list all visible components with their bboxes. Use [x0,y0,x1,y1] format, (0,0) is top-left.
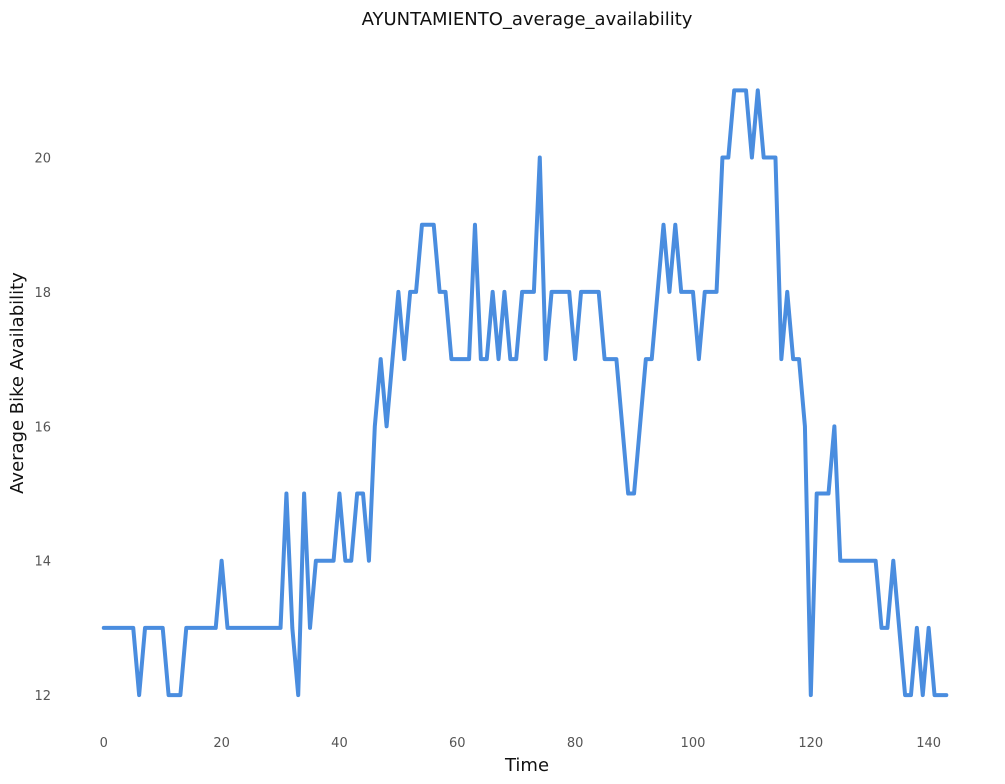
x-tick-label: 60 [449,736,466,751]
x-axis-ticks: 0 20 40 60 80 100 120 140 [100,736,941,751]
y-tick-label: 20 [34,152,51,167]
x-tick-label: 140 [916,736,941,751]
y-tick-label: 14 [34,555,51,570]
x-tick-label: 20 [213,736,230,751]
y-tick-label: 12 [34,689,51,704]
x-axis-label: Time [504,755,549,776]
x-tick-label: 120 [798,736,823,751]
y-axis-ticks: 12 14 16 18 20 [34,152,51,705]
x-tick-label: 80 [567,736,584,751]
y-tick-label: 16 [34,420,51,435]
x-tick-label: 100 [681,736,706,751]
y-axis-label: Average Bike Availability [7,272,28,494]
chart-title: AYUNTAMIENTO_average_availability [362,9,693,30]
x-tick-label: 40 [331,736,348,751]
x-tick-label: 0 [100,736,108,751]
y-tick-label: 18 [34,286,51,301]
series-line [101,88,949,698]
